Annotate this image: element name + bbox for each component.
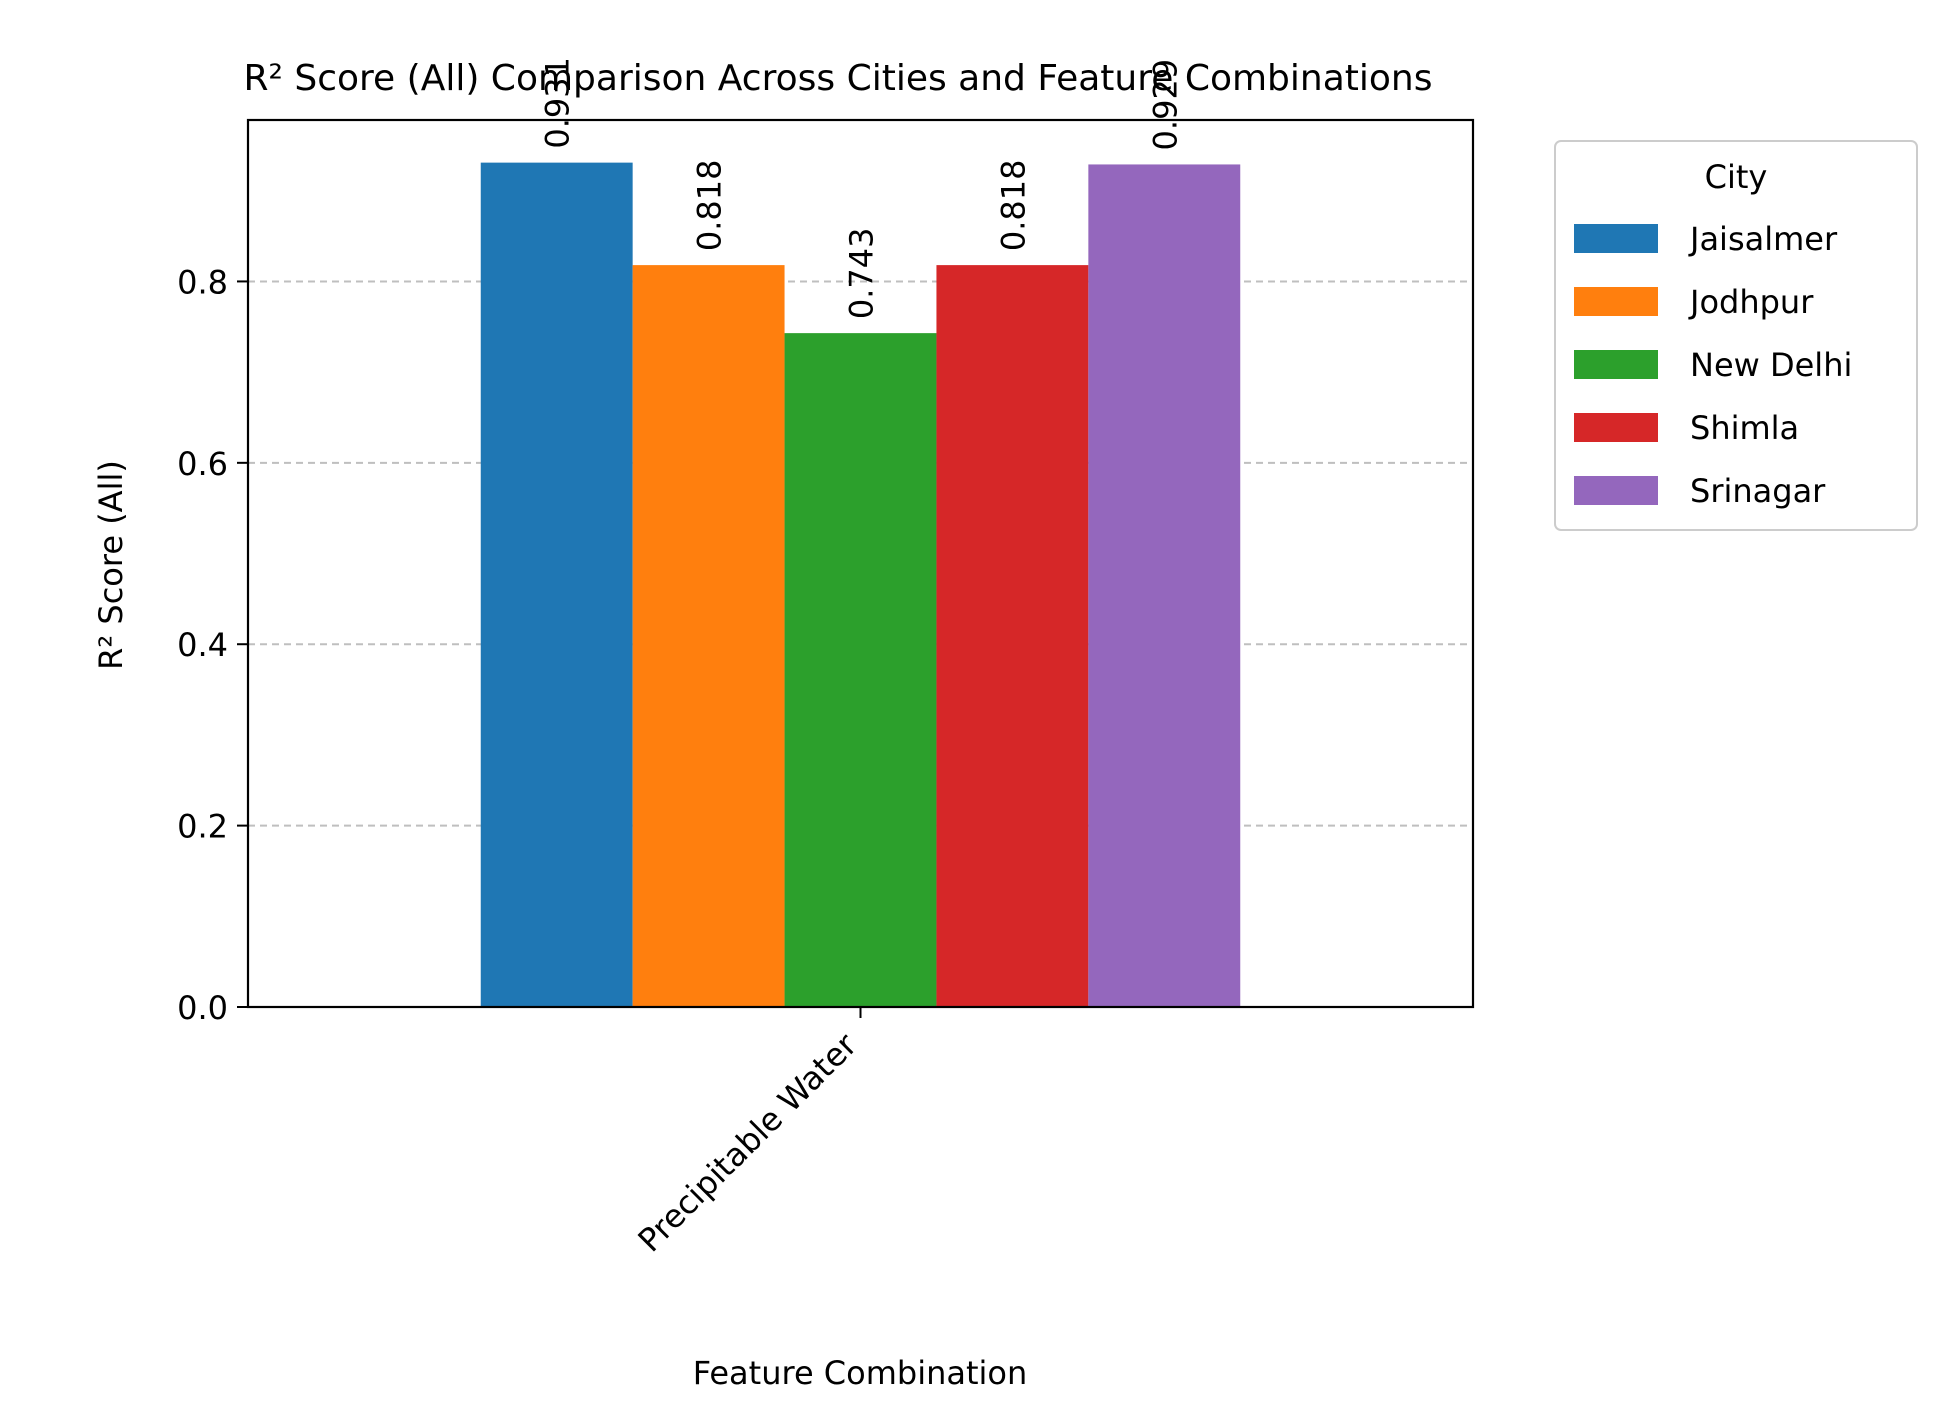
bar-shimla [936, 265, 1089, 1007]
legend-swatch [1574, 350, 1658, 379]
y-tick-label: 0.8 [177, 263, 228, 301]
bar-value-label: 0.931 [539, 57, 577, 149]
y-tick-label: 0.0 [177, 989, 228, 1027]
legend-entry-label: New Delhi [1690, 346, 1852, 384]
legend-swatch [1574, 224, 1658, 253]
bar-labels-group: 0.931 0.818 0.743 0.818 0.929 [539, 57, 1185, 319]
legend-entry-label: Jodhpur [1688, 283, 1814, 321]
bar-new-delhi [784, 333, 937, 1008]
legend-swatch [1574, 287, 1658, 316]
bar-value-label: 0.929 [1146, 59, 1184, 151]
chart-title: R² Score (All) Comparison Across Cities … [243, 58, 1432, 99]
legend: City Jaisalmer Jodhpur New Delhi Shimla Srin… [1554, 140, 1918, 531]
legend-swatch [1574, 476, 1658, 505]
x-axis-label: Feature Combination [693, 1354, 1028, 1392]
bar-value-label: 0.818 [691, 160, 729, 252]
legend-swatch [1574, 413, 1658, 442]
bars-group [480, 162, 1241, 1008]
bar-jodhpur [632, 265, 785, 1007]
y-tick-label: 0.6 [177, 445, 228, 483]
legend-entry-label: Jaisalmer [1688, 220, 1838, 258]
bar-value-label: 0.743 [843, 228, 881, 320]
bar-value-label: 0.818 [994, 160, 1032, 252]
y-axis-ticks: 0.0 0.2 0.4 0.6 0.8 [177, 263, 248, 1027]
bar-jaisalmer [480, 162, 633, 1008]
bar-srinagar [1088, 164, 1241, 1008]
y-tick-label: 0.2 [177, 808, 228, 846]
legend-title: City [1705, 158, 1768, 196]
y-tick-label: 0.4 [177, 626, 228, 664]
legend-entry-label: Shimla [1690, 409, 1799, 447]
legend-entry-label: Srinagar [1690, 472, 1826, 510]
y-axis-label: R² Score (All) [92, 460, 130, 670]
